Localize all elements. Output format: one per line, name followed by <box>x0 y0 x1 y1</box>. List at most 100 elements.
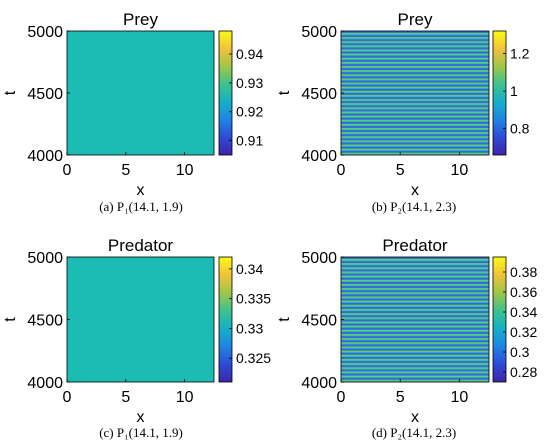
colorbar-tick-label: 1.2 <box>510 46 530 62</box>
heatmap-stripe <box>341 273 489 276</box>
y-tick-label: 4500 <box>27 86 63 103</box>
colorbar-tick-label: 0.34 <box>510 304 537 320</box>
colorbar-tick-label: 0.36 <box>510 284 537 300</box>
y-tick-label: 4000 <box>301 375 337 392</box>
heatmap-stripe <box>341 313 489 315</box>
x-tick-label: 10 <box>176 389 194 406</box>
heatmap-stripe <box>341 95 489 97</box>
x-tick-label: 10 <box>451 389 469 406</box>
heatmap-stripe <box>341 371 489 373</box>
heatmap-stripe <box>341 321 489 323</box>
heatmap-stripe <box>341 103 489 105</box>
heatmap-stripe <box>341 68 489 71</box>
colorbar-tick-label: 0.32 <box>510 324 537 340</box>
heatmap-stripe <box>341 338 489 340</box>
heatmap-stripe <box>341 88 489 91</box>
heatmap-stripe <box>341 327 489 330</box>
heatmap-stripe <box>341 111 489 113</box>
x-axis-label: x <box>137 182 145 199</box>
heatmap-stripe <box>341 373 489 376</box>
panel-caption: (a) P₁(14.1, 1.9) <box>99 199 183 214</box>
heatmap-stripe <box>341 346 489 348</box>
heatmap-stripe <box>341 144 489 146</box>
heatmap-stripe <box>341 35 489 37</box>
heatmap-stripe <box>341 115 489 117</box>
y-tick-label: 5000 <box>301 24 337 41</box>
heatmap-stripe <box>341 39 489 42</box>
x-axis-label: x <box>137 409 145 426</box>
heatmap-stripe <box>341 317 489 319</box>
heatmap-stripe <box>341 296 489 298</box>
heatmap-field <box>67 31 214 155</box>
heatmap-stripe <box>341 284 489 286</box>
heatmap-stripe <box>341 152 489 155</box>
heatmap-stripe <box>341 357 489 359</box>
heatmap-stripe <box>341 31 489 33</box>
y-tick-label: 4000 <box>27 375 63 392</box>
x-axis-label: x <box>411 182 419 199</box>
heatmap-stripe <box>341 336 489 339</box>
colorbar-tick-label: 0.335 <box>236 291 271 307</box>
panel-caption: (c) P₁(14.1, 1.9) <box>99 425 183 440</box>
heatmap-stripe <box>341 257 489 259</box>
heatmap-stripe <box>341 350 489 352</box>
panel-caption: (b) P₂(14.1, 2.3) <box>372 199 456 214</box>
heatmap-stripe <box>341 84 489 87</box>
heatmap-stripe <box>341 323 489 326</box>
heatmap-stripe <box>341 130 489 133</box>
heatmap-stripe <box>341 340 489 343</box>
heatmap-stripe <box>341 55 489 58</box>
colorbar-tick-label: 0.93 <box>236 75 263 91</box>
colorbar-tick-label: 0.91 <box>236 133 263 149</box>
heatmap-stripe <box>341 359 489 361</box>
heatmap-stripe <box>341 298 489 301</box>
heatmap-stripe <box>341 319 489 322</box>
y-tick-label: 5000 <box>27 24 63 41</box>
heatmap-stripe <box>341 290 489 293</box>
heatmap-stripe <box>341 33 489 35</box>
heatmap-stripe <box>341 150 489 153</box>
colorbar-tick-label: 0.38 <box>510 264 537 280</box>
heatmap-stripe <box>341 132 489 134</box>
heatmap-stripe <box>341 113 489 116</box>
heatmap-stripe <box>341 304 489 307</box>
heatmap-stripe <box>341 352 489 355</box>
x-axis-label: x <box>411 409 419 426</box>
colorbar-tick-label: 1 <box>510 83 518 99</box>
heatmap-stripe <box>341 259 489 261</box>
heatmap-stripe <box>341 302 489 305</box>
x-tick-label: 10 <box>451 162 469 179</box>
heatmap-stripe <box>341 286 489 289</box>
heatmap-stripe <box>341 136 489 138</box>
x-tick-label: 0 <box>63 162 72 179</box>
colorbar-tick-label: 0.94 <box>236 46 263 62</box>
heatmap-stripe <box>341 277 489 280</box>
heatmap-stripe <box>341 90 489 93</box>
heatmap-stripe <box>341 128 489 130</box>
panel-3: Predator 0 5 10 x 4000 4500 5000 t 0.34 0.335 0.33 0… <box>2 236 271 440</box>
heatmap-stripe <box>341 292 489 294</box>
heatmap-stripe <box>341 263 489 265</box>
y-tick-label: 5000 <box>27 250 63 267</box>
heatmap-cell <box>67 31 214 155</box>
heatmap-stripe <box>341 279 489 282</box>
heatmap-field <box>67 257 214 382</box>
y-axis-label: t <box>2 90 19 95</box>
heatmap-stripe <box>341 47 489 50</box>
heatmap-stripe <box>341 348 489 351</box>
heatmap-stripe <box>341 300 489 302</box>
heatmap-cell <box>67 257 214 382</box>
heatmap-stripe <box>341 307 489 309</box>
heatmap-stripe <box>341 41 489 43</box>
x-tick-label: 0 <box>337 389 346 406</box>
heatmap-stripe <box>341 334 489 336</box>
heatmap-stripe <box>341 361 489 364</box>
y-axis-label: t <box>276 90 293 95</box>
y-axis-label: t <box>276 317 293 322</box>
colorbar-tick-label: 0.325 <box>236 350 271 366</box>
heatmap-field <box>341 31 489 155</box>
heatmap-stripe <box>341 117 489 120</box>
heatmap-stripe <box>341 142 489 145</box>
colorbar <box>492 256 507 383</box>
x-tick-label: 5 <box>121 389 130 406</box>
